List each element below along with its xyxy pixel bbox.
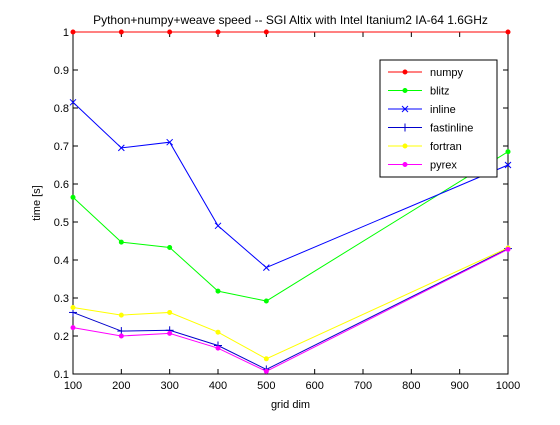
x-tick-label: 700: [354, 380, 372, 392]
series-blitz: [70, 149, 511, 304]
data-point-numpy: [263, 29, 269, 35]
data-point-inline: [262, 264, 270, 271]
y-tick-label: 0.7: [54, 141, 69, 153]
legend-item-fortran: fortran: [388, 141, 462, 153]
series-line-blitz: [72, 151, 509, 302]
data-point-inline: [504, 161, 512, 169]
y-tick-label: 0.6: [54, 179, 69, 191]
legend-item-fastinline: fastinline: [388, 123, 473, 135]
data-point-pyrex: [215, 345, 221, 351]
y-tick-label: 0.9: [54, 65, 69, 77]
data-point-blitz: [215, 288, 221, 294]
data-point-numpy: [118, 29, 124, 35]
series-line-fastinline: [72, 248, 509, 370]
series-line-fortran: [72, 247, 509, 360]
data-point-inline-stroke: [214, 222, 222, 230]
data-series: [69, 29, 512, 374]
legend-label-pyrex: pyrex: [430, 160, 457, 172]
data-point-fortran: [215, 329, 221, 335]
x-tick-label: 200: [112, 380, 130, 392]
legend-item-numpy: numpy: [388, 67, 464, 79]
data-point-inline: [117, 144, 125, 152]
legend-marker-inline-stroke: [401, 105, 409, 113]
series-line-inline: [72, 101, 509, 269]
x-tick-label: 900: [450, 380, 468, 392]
data-point-blitz: [118, 239, 124, 245]
x-tick-label: 100: [64, 380, 82, 392]
data-point-numpy: [215, 29, 221, 35]
legend-item-inline: inline: [388, 104, 456, 116]
y-tick-label: 0.5: [54, 217, 69, 229]
y-tick-label: 0.4: [54, 255, 69, 267]
data-point-fortran: [167, 309, 173, 315]
legend-item-blitz: blitz: [388, 86, 450, 98]
data-point-blitz: [70, 194, 76, 200]
data-point-pyrex: [505, 246, 511, 252]
data-point-numpy: [505, 29, 511, 35]
data-point-fortran: [263, 356, 269, 362]
y-tick-label: 0.3: [54, 293, 69, 305]
x-tick-label: 1000: [496, 380, 520, 392]
legend-item-pyrex: pyrex: [388, 160, 457, 172]
data-point-blitz: [263, 298, 269, 304]
data-point-inline-stroke: [69, 98, 77, 106]
chart-title: Python+numpy+weave speed -- SGI Altix wi…: [93, 13, 488, 27]
data-point-inline-stroke: [504, 161, 512, 169]
data-point-pyrex: [263, 368, 269, 374]
legend-label-inline: inline: [430, 104, 456, 116]
x-tick-label: 600: [305, 380, 323, 392]
x-tick-label: 400: [209, 380, 227, 392]
data-point-inline: [214, 222, 222, 230]
data-point-inline-stroke: [166, 138, 174, 146]
legend-box: [379, 59, 498, 178]
data-point-inline: [69, 98, 77, 106]
data-point-inline-stroke: [262, 264, 270, 271]
data-point-inline: [166, 138, 174, 146]
x-tick-label: 800: [402, 380, 420, 392]
legend-marker-numpy: [402, 69, 408, 75]
x-axis-label: grid dim: [271, 399, 310, 411]
data-point-blitz: [505, 149, 511, 155]
series-pyrex: [70, 246, 511, 374]
legend-label-blitz: blitz: [430, 86, 450, 98]
data-point-fortran: [118, 312, 124, 318]
x-tick-label: 300: [160, 380, 178, 392]
series-numpy: [70, 29, 511, 35]
y-tick-label: 0.1: [54, 369, 69, 381]
legend-marker-blitz: [402, 88, 408, 94]
data-point-fortran: [70, 304, 76, 310]
y-axis-label: time [s]: [31, 185, 43, 220]
legend-marker-pyrex: [402, 162, 408, 168]
data-point-pyrex: [70, 325, 76, 331]
legend-marker-fastinline: [401, 123, 409, 132]
data-point-pyrex: [118, 333, 124, 339]
data-point-numpy: [70, 29, 76, 35]
y-tick-label: 0.2: [54, 331, 69, 343]
series-inline: [69, 98, 512, 271]
legend: numpy blitz inline fastinline fortran pyrex: [379, 59, 498, 178]
data-point-inline-stroke: [117, 144, 125, 152]
legend-label-numpy: numpy: [430, 67, 464, 79]
data-point-pyrex: [167, 330, 173, 336]
series-line-pyrex: [72, 248, 509, 372]
y-tick-label: 0.8: [54, 103, 69, 115]
y-tick-label: 1: [63, 27, 69, 39]
legend-label-fortran: fortran: [430, 141, 462, 153]
x-tick-label: 500: [257, 380, 275, 392]
legend-label-fastinline: fastinline: [430, 123, 473, 135]
legend-marker-inline: [401, 105, 409, 113]
legend-marker-fortran: [402, 143, 408, 149]
data-point-blitz: [167, 244, 173, 250]
data-point-numpy: [167, 29, 173, 35]
